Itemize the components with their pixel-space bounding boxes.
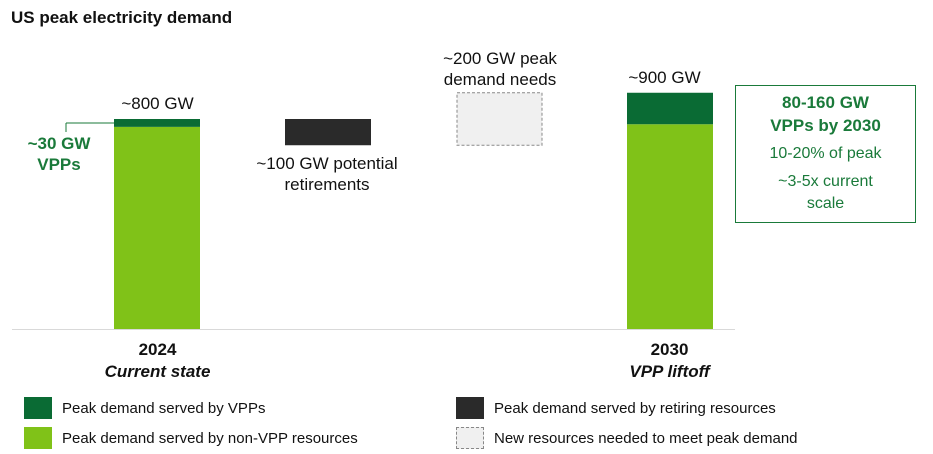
legend-label-non-vpp: Peak demand served by non-VPP resources <box>62 429 358 447</box>
legend-swatch-vpp <box>24 397 52 419</box>
x-category-2030-year: 2030 <box>650 340 689 359</box>
legend-item-new: New resources needed to meet peak demand <box>456 427 798 449</box>
callout-headline-line2: VPPs by 2030 <box>770 116 881 135</box>
bar-vpp-2030 <box>627 92 713 125</box>
x-category-2024-subtitle: Current state <box>104 362 211 381</box>
retirements-label-line1: ~100 GW potential <box>256 154 398 173</box>
legend-item-vpp: Peak demand served by VPPs <box>24 397 265 419</box>
chart-title: US peak electricity demand <box>11 8 233 27</box>
retirements-label: ~100 GW potential retirements <box>232 153 422 195</box>
new-demand-label: ~200 GW peak demand needs <box>415 48 585 90</box>
bar-non-vpp-2024 <box>114 126 200 329</box>
bar-non-vpp-2030 <box>627 124 713 329</box>
vpp-label-2024-line1: ~30 GW <box>27 134 91 153</box>
legend-label-vpp: Peak demand served by VPPs <box>62 399 266 417</box>
legend-item-non-vpp: Peak demand served by non-VPP resources <box>24 427 358 449</box>
callout-scale-line1: ~3-5x current <box>778 173 873 190</box>
callout-headline: 80-160 GW VPPs by 2030 <box>736 91 915 137</box>
x-category-2030-subtitle: VPP liftoff <box>629 362 710 381</box>
x-category-2024: 2024 Current state <box>80 339 235 383</box>
bar-new-resources <box>456 92 543 146</box>
legend-label-retiring: Peak demand served by retiring resources <box>494 399 776 417</box>
x-category-2030: 2030 VPP liftoff <box>592 339 747 383</box>
vpp-label-2024-line2: VPPs <box>37 155 81 174</box>
total-label-2030: ~900 GW <box>628 68 701 87</box>
total-label-2024: ~800 GW <box>121 94 194 113</box>
bar-retiring <box>285 119 371 146</box>
retirements-label-line2: retirements <box>284 175 370 194</box>
callout-share: 10-20% of peak <box>769 145 882 162</box>
callout-headline-line1: 80-160 GW <box>782 93 869 112</box>
legend-swatch-new <box>456 427 484 449</box>
x-category-2024-year: 2024 <box>138 340 177 359</box>
legend-swatch-retiring <box>456 397 484 419</box>
new-demand-label-line2: demand needs <box>443 70 557 89</box>
vpp-label-2024: ~30 GW VPPs <box>14 133 104 175</box>
callout-scale-line2: scale <box>806 195 845 212</box>
legend-swatch-non-vpp <box>24 427 52 449</box>
bar-vpp-2024 <box>114 119 200 127</box>
vpp-2030-callout: 80-160 GW VPPs by 2030 10-20% of peak ~3… <box>735 85 916 223</box>
new-demand-label-line1: ~200 GW peak <box>443 49 557 68</box>
legend-label-new: New resources needed to meet peak demand <box>494 429 798 447</box>
legend-item-retiring: Peak demand served by retiring resources <box>456 397 776 419</box>
callout-scale: ~3-5x current scale <box>736 171 915 215</box>
